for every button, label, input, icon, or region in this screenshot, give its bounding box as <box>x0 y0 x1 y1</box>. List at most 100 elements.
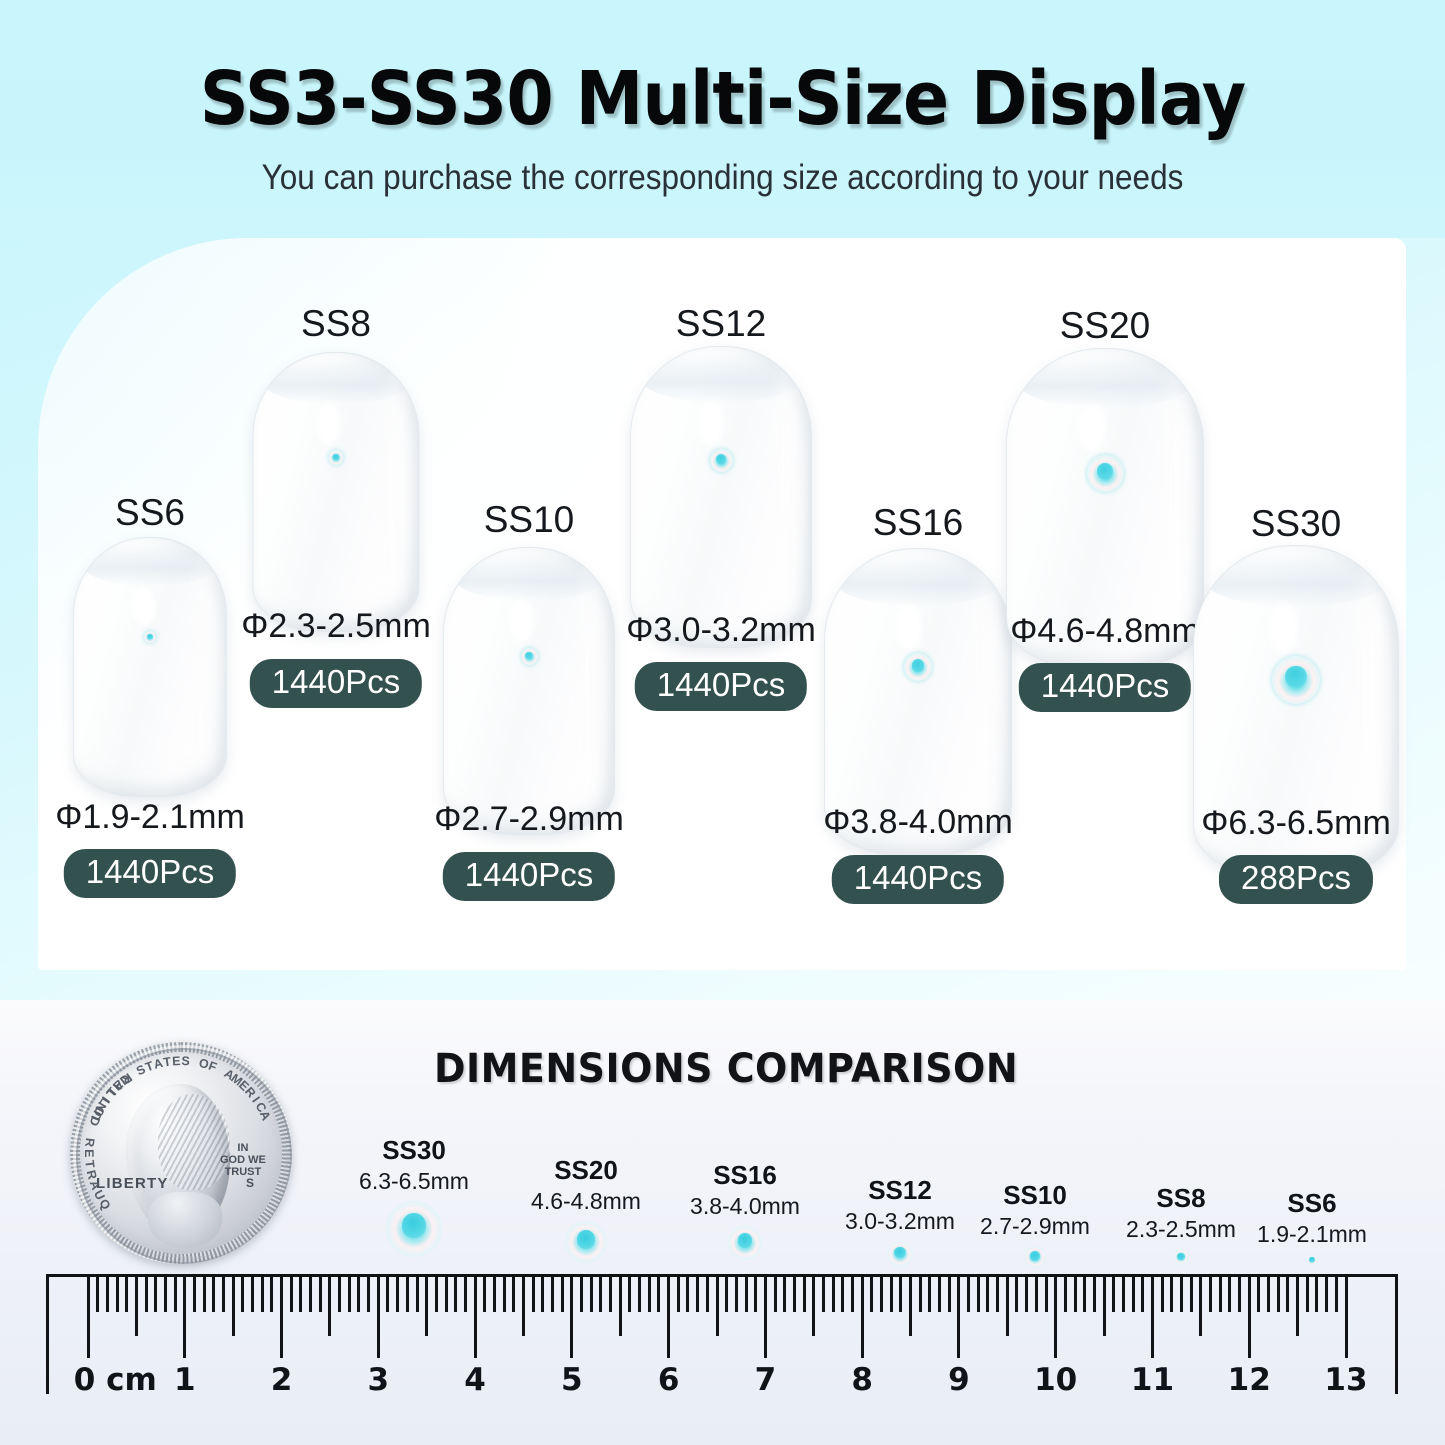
comparison-rhinestone-facet <box>1309 1256 1315 1262</box>
comparison-item: SS30 6.3-6.5mm <box>324 1135 504 1257</box>
ruler-tick <box>967 1274 971 1312</box>
coin-arc-char: R <box>82 1137 98 1148</box>
ruler-frame <box>46 1274 1398 1394</box>
rhinestone <box>904 653 932 682</box>
ruler-tick <box>1112 1274 1116 1312</box>
ruler-tick <box>347 1274 351 1312</box>
comparison-rhinestone-facet <box>737 1233 753 1249</box>
ruler-tick <box>599 1274 603 1312</box>
nail-tip-quantity-badge: 1440Pcs <box>442 852 616 901</box>
nail-tip-size-label: SS8 <box>301 303 371 344</box>
ruler-tick <box>492 1274 496 1312</box>
ruler-tick <box>1325 1274 1329 1312</box>
ruler-tick <box>221 1274 225 1312</box>
comparison-item-size: 1.9-2.1mm <box>1257 1221 1367 1247</box>
nail-tip-size-label: SS6 <box>115 492 185 533</box>
coin-portrait-bust <box>148 1192 222 1248</box>
comparison-item-name: SS30 <box>382 1135 446 1165</box>
ruler-tick <box>512 1274 516 1312</box>
ruler-tick <box>289 1274 293 1312</box>
ruler-tick <box>357 1274 361 1312</box>
coin-portrait-hair <box>158 1094 230 1190</box>
ruler-tick <box>1092 1274 1096 1312</box>
header-banner: SS3-SS30 Multi-Size Display You can purc… <box>0 0 1445 238</box>
ruler-tick <box>667 1274 671 1358</box>
ruler-tick <box>1189 1274 1193 1312</box>
ruler-tick <box>947 1274 951 1312</box>
ruler-tick <box>996 1274 1000 1312</box>
ruler-number: 13 <box>1324 1362 1368 1398</box>
ruler-tick <box>715 1274 719 1336</box>
ruler-tick <box>957 1274 961 1358</box>
ruler-tick <box>134 1274 138 1336</box>
ruler-tick <box>454 1274 458 1312</box>
ruler-tick <box>609 1274 613 1312</box>
ruler-number: 4 <box>464 1362 486 1398</box>
ruler-tick <box>783 1274 787 1312</box>
ruler-tick <box>163 1274 167 1312</box>
ruler-tick <box>1344 1274 1348 1358</box>
comparison-item: SS12 3.0-3.2mm <box>810 1175 990 1267</box>
comparison-item: SS10 2.7-2.9mm <box>945 1180 1125 1268</box>
ruler-number: 2 <box>270 1362 293 1398</box>
comparison-item-name: SS12 <box>868 1175 932 1205</box>
ruler-tick <box>1247 1274 1251 1358</box>
comparison-item: SS16 3.8-4.0mm <box>655 1160 835 1260</box>
ruler-tick <box>105 1274 109 1312</box>
rhinestone <box>144 630 156 643</box>
ruler-tick <box>434 1274 438 1312</box>
nail-tip-size-label: SS10 <box>483 499 575 540</box>
ruler-tick <box>1334 1274 1338 1312</box>
ruler-tick <box>580 1274 584 1312</box>
ruler-tick <box>676 1274 680 1312</box>
ruler-tick <box>899 1274 903 1312</box>
comparison-item-size: 6.3-6.5mm <box>359 1168 469 1194</box>
nail-tip-highlight <box>897 607 919 648</box>
ruler-tick <box>686 1274 690 1312</box>
ruler-tick <box>1257 1274 1261 1312</box>
ruler-number: 5 <box>561 1362 583 1398</box>
nail-tip-diameter: Φ2.3-2.5mm <box>241 607 431 645</box>
nail-tip-size-label: SS30 <box>1250 503 1342 544</box>
ruler-tick <box>154 1274 158 1312</box>
ruler-tick <box>860 1274 864 1358</box>
ruler-tick <box>550 1274 554 1312</box>
ruler-tick <box>870 1274 874 1312</box>
ruler-number: 12 <box>1227 1362 1271 1398</box>
rhinestone-facet <box>715 454 727 465</box>
rhinestone <box>328 450 344 466</box>
ruler-tick <box>425 1274 429 1336</box>
ruler-tick <box>405 1274 409 1312</box>
ruler-tick <box>1160 1274 1164 1312</box>
ruler-tick <box>618 1274 622 1336</box>
ruler-tick <box>1209 1274 1213 1312</box>
ruler-tick <box>1179 1274 1183 1312</box>
ruler-tick <box>1015 1274 1019 1312</box>
rhinestone-facet <box>1096 462 1114 479</box>
nail-tip-diameter: Φ6.3-6.5mm <box>1201 804 1391 842</box>
ruler-tick <box>241 1274 245 1312</box>
comparison-item-size: 4.6-4.8mm <box>531 1188 641 1214</box>
ruler-tick <box>1121 1274 1125 1312</box>
ruler-tick <box>1286 1274 1290 1312</box>
nail-tip-diameter: Φ3.0-3.2mm <box>626 611 816 649</box>
ruler-tick <box>1170 1274 1174 1312</box>
nail-tip-highlight <box>1271 605 1295 650</box>
coin-motto-line-3: TRUST <box>224 1166 262 1178</box>
nail-tip-diameter: Φ4.6-4.8mm <box>1010 612 1200 650</box>
nail-tip-highlight <box>701 404 722 443</box>
nail-tip-highlight <box>319 405 338 442</box>
ruler-tick <box>812 1274 816 1336</box>
ruler-number: 6 <box>657 1362 680 1398</box>
comparison-item-name: SS6 <box>1287 1188 1337 1218</box>
ruler-tick <box>115 1274 119 1312</box>
ruler-tick <box>1305 1274 1309 1312</box>
nail-tip-quantity-badge: 1440Pcs <box>63 849 237 898</box>
comparison-rhinestone <box>565 1221 607 1263</box>
nail-tip-body <box>443 547 615 835</box>
ruler-tick <box>318 1274 322 1312</box>
ruler-tick <box>280 1274 284 1358</box>
ruler-tick <box>376 1274 380 1358</box>
ruler-tick <box>1296 1274 1300 1336</box>
nail-tip-quantity-badge: 288Pcs <box>1218 855 1374 904</box>
